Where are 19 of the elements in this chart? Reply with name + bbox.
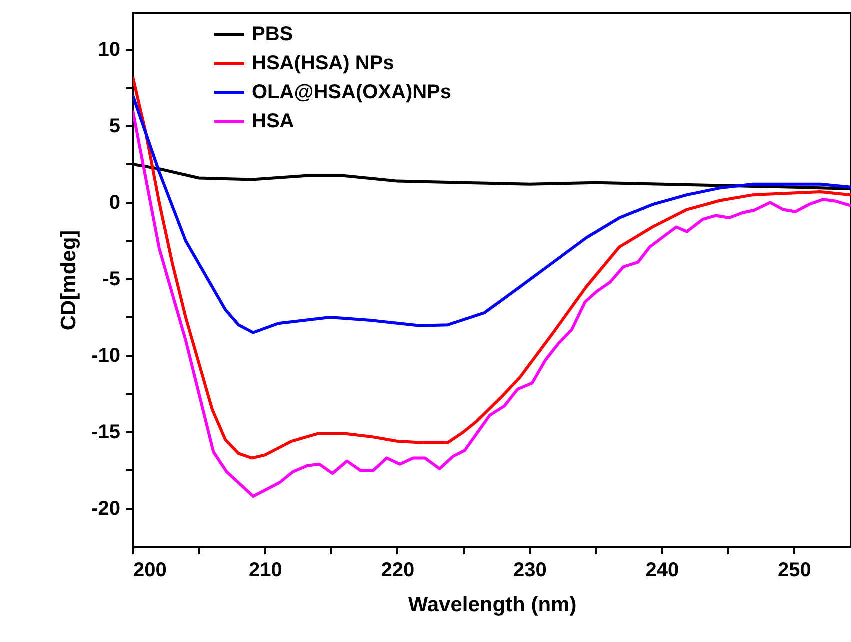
- x-tick-label: 220: [381, 560, 415, 582]
- x-tick-label: 210: [249, 560, 282, 582]
- x-tick-label: 250: [778, 560, 812, 582]
- y-tick-label: -10: [92, 345, 120, 368]
- x-tick-label: 230: [514, 560, 547, 582]
- legend-label: PBS: [252, 24, 294, 46]
- y-tick-label: 5: [109, 116, 120, 138]
- y-tick-label: 0: [109, 192, 120, 214]
- y-tick-label: -5: [102, 268, 120, 291]
- x-tick-label: 240: [646, 560, 680, 582]
- y-tick-label: 10: [98, 39, 120, 62]
- y-tick-label: -20: [92, 498, 120, 520]
- legend-label: OLA@HSA(OXA)NPs: [252, 82, 452, 104]
- y-axis-title: CD[mdeg]: [58, 230, 81, 331]
- x-tick-label: 200: [134, 560, 167, 582]
- x-axis-title: Wavelength (nm): [408, 594, 577, 616]
- y-tick-label: -15: [92, 422, 120, 444]
- legend-label: HSA: [252, 110, 294, 132]
- legend-label: HSA(HSA) NPs: [252, 52, 394, 74]
